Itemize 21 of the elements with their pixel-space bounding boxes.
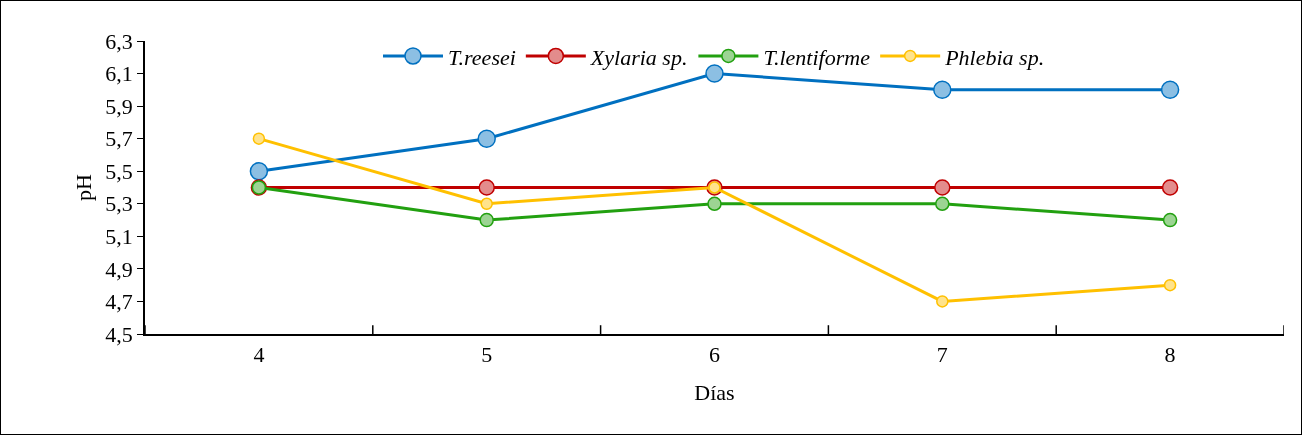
y-tick-label: 4,7 [105,289,133,315]
y-axis-title: pH [70,173,96,201]
y-tick-label: 5,5 [105,158,133,184]
y-tick-label: 5,9 [105,93,133,119]
y-tick-label: 6,3 [105,28,133,54]
x-tick-label: 5 [481,342,493,368]
y-tick-label: 4,9 [105,256,133,282]
legend-label: Xylaria sp. [589,44,688,70]
y-tick-label: 5,7 [105,126,133,152]
x-tick-label: 7 [936,342,948,368]
legend-label: T.lentiforme [763,44,871,70]
x-tick-label: 8 [1164,342,1176,368]
y-tick-label: 5,3 [105,191,133,217]
legend-label: Phlebia sp. [944,44,1045,70]
legend-label: T.reesei [448,44,516,70]
x-tick-label: 6 [709,342,720,368]
y-tick-label: 4,5 [105,321,133,347]
x-axis-title: Días [694,379,735,405]
y-tick-label: 5,1 [105,224,133,250]
x-tick-label: 4 [253,342,265,368]
y-tick-label: 6,1 [105,61,133,87]
